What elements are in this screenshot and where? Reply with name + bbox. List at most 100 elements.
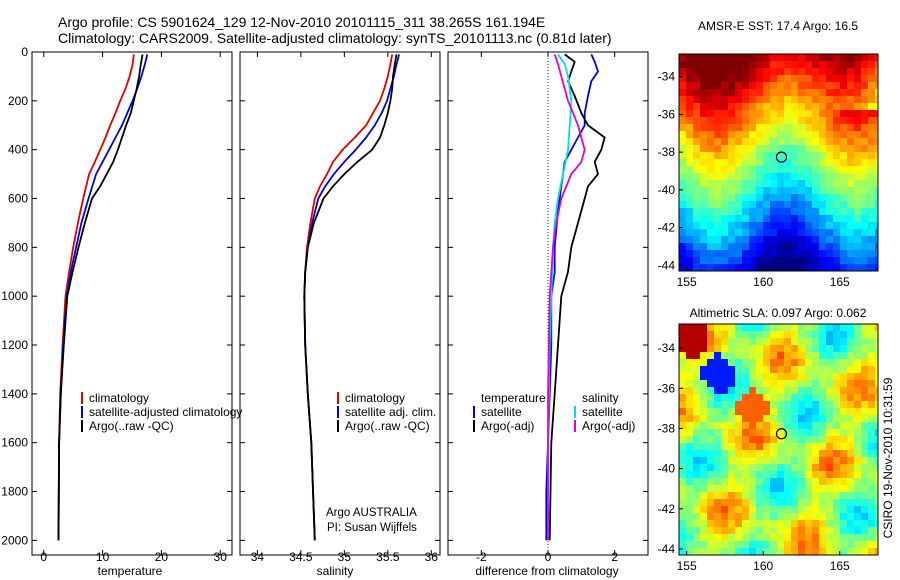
map-cell — [686, 373, 694, 381]
map-cell — [826, 180, 834, 188]
map-cell — [728, 513, 736, 521]
map-cell — [840, 173, 848, 181]
map-cell — [693, 180, 701, 188]
map-cell — [819, 131, 827, 139]
legend-header-salinity: salinity — [582, 391, 619, 405]
map-cell — [833, 215, 841, 223]
map-cell — [679, 208, 687, 216]
map-cell — [693, 450, 701, 458]
map-cell — [756, 548, 764, 555]
map-cell — [840, 82, 848, 90]
map-cell — [812, 61, 820, 69]
map-cell — [798, 250, 806, 258]
map-cell — [770, 415, 778, 423]
map-cell — [721, 499, 729, 507]
map-cell — [812, 103, 820, 111]
map-cell — [707, 138, 715, 146]
map-cell — [749, 257, 757, 265]
map-cell — [714, 478, 722, 486]
profile-plots: 0 10 20 30020040060080010001200140016001800… — [1, 45, 648, 564]
map-cell — [742, 208, 750, 216]
map-cell — [700, 250, 708, 258]
map-cell — [714, 159, 722, 167]
map-cell — [805, 110, 813, 118]
map-cell — [854, 324, 862, 332]
map-cell — [861, 96, 869, 104]
map-cell — [819, 103, 827, 111]
map-cell — [707, 513, 715, 521]
argo-location-marker — [775, 428, 788, 440]
map-cell — [854, 331, 862, 339]
map-cell — [875, 124, 878, 132]
map-cell — [714, 548, 722, 555]
map-cell — [707, 471, 715, 479]
map-cell — [777, 520, 785, 528]
map-cell — [854, 380, 862, 388]
difference-xlabel: difference from climatology — [475, 564, 618, 578]
map-cell — [805, 124, 813, 132]
map-cell — [763, 429, 771, 437]
map-cell — [798, 345, 806, 353]
map-cell — [847, 520, 855, 528]
map-cell — [791, 513, 799, 521]
map-cell — [693, 324, 701, 332]
map-cell — [868, 173, 876, 181]
map-cell — [686, 201, 694, 209]
map-cell — [707, 243, 715, 251]
map-cell — [798, 499, 806, 507]
map-cell — [700, 499, 708, 507]
map-cell — [700, 187, 708, 195]
map-cell — [798, 359, 806, 367]
map-cell — [847, 415, 855, 423]
map-cell — [784, 471, 792, 479]
map-cell — [784, 394, 792, 402]
map-cell — [840, 117, 848, 125]
map-cell — [868, 338, 876, 346]
map-cell — [826, 229, 834, 237]
x-tick-label: 160 — [753, 275, 773, 289]
map-cell — [721, 548, 729, 555]
map-cell — [840, 243, 848, 251]
map-cell — [833, 131, 841, 139]
map-cell — [847, 450, 855, 458]
map-cell — [826, 324, 834, 332]
map-cell — [763, 208, 771, 216]
map-cell — [742, 366, 750, 374]
map-cell — [686, 450, 694, 458]
map-cell — [812, 366, 820, 374]
map-cell — [735, 145, 743, 153]
map-cell — [784, 257, 792, 265]
map-cell — [742, 443, 750, 451]
map-cell — [679, 373, 687, 381]
map-cell — [875, 89, 878, 97]
map-cell — [819, 124, 827, 132]
map-cell — [679, 159, 687, 167]
map-cell — [679, 110, 687, 118]
map-cell — [700, 401, 708, 409]
map-cell — [763, 82, 771, 90]
map-cell — [819, 243, 827, 251]
map-cell — [686, 96, 694, 104]
map-cell — [770, 173, 778, 181]
map-cell — [756, 75, 764, 83]
map-cell — [798, 117, 806, 125]
map-cell — [728, 527, 736, 535]
map-cell — [861, 166, 869, 174]
map-cell — [742, 345, 750, 353]
map-cell — [805, 408, 813, 416]
map-cell — [707, 352, 715, 360]
map-cell — [777, 173, 785, 181]
map-cell — [686, 471, 694, 479]
map-cell — [714, 54, 722, 62]
map-cell — [728, 548, 736, 555]
map-cell — [777, 366, 785, 374]
map-cell — [770, 506, 778, 514]
map-cell — [686, 187, 694, 195]
map-cell — [798, 471, 806, 479]
map-cell — [756, 373, 764, 381]
map-cell — [763, 68, 771, 76]
y-tick-label: 2000 — [1, 533, 28, 547]
map-cell — [840, 408, 848, 416]
map-cell — [840, 96, 848, 104]
